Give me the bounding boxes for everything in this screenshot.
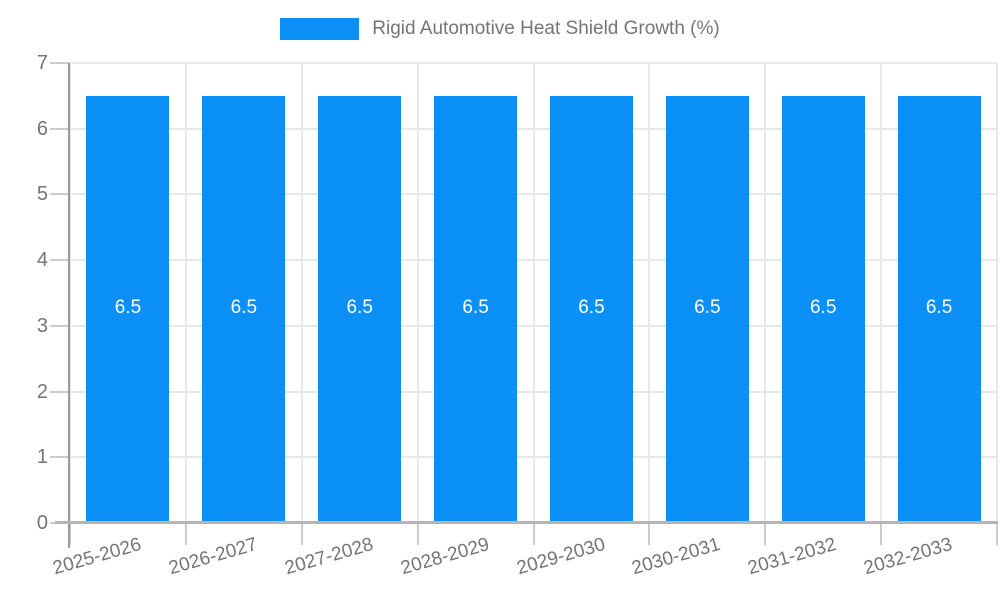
bar[interactable] <box>897 95 981 521</box>
y-axis-tick <box>50 127 70 130</box>
y-axis-tick <box>50 456 70 459</box>
x-axis-tick <box>69 523 71 545</box>
y-axis-tick <box>50 390 70 393</box>
x-tick-label: 2030-2031 <box>629 534 724 580</box>
bar-value-label: 6.5 <box>346 297 373 319</box>
bar[interactable] <box>781 95 865 521</box>
x-tick-label: 2028-2029 <box>398 534 492 580</box>
x-tick-label: 2031-2032 <box>745 534 839 580</box>
x-axis-tick <box>532 523 535 545</box>
y-axis-tick <box>50 62 70 64</box>
gridline-vertical <box>184 63 187 523</box>
y-axis-tick <box>50 324 70 327</box>
legend-label[interactable]: Rigid Automotive Heat Shield Growth (%) <box>372 18 720 39</box>
gridline-vertical <box>416 63 419 523</box>
legend-swatch[interactable] <box>280 18 360 40</box>
bar-value-label: 6.5 <box>694 297 721 319</box>
x-tick-label: 2026-2027 <box>166 534 260 580</box>
y-tick-label: 1 <box>36 446 48 469</box>
bar-value-label: 6.5 <box>809 297 837 319</box>
x-axis-tick <box>764 523 767 545</box>
x-axis-tick <box>416 523 419 545</box>
y-tick-label: 0 <box>36 512 48 534</box>
x-axis-tick <box>300 523 303 545</box>
x-axis-line <box>55 521 998 524</box>
x-tick-label: 2027-2028 <box>282 534 376 580</box>
gridline-vertical <box>532 63 535 523</box>
gridline-vertical <box>648 63 651 523</box>
gridline-vertical <box>764 63 767 523</box>
bar[interactable] <box>665 95 749 521</box>
gridline-vertical <box>69 63 71 523</box>
x-axis-tick <box>648 523 651 545</box>
bar[interactable] <box>318 95 402 521</box>
legend: Rigid Automotive Heat Shield Growth (%) <box>0 18 1000 40</box>
x-tick-label: 2032-2033 <box>861 534 955 580</box>
bar-value-label: 6.5 <box>462 297 489 319</box>
y-tick-label: 7 <box>36 52 48 74</box>
y-tick-label: 3 <box>36 314 48 337</box>
bar[interactable] <box>202 95 286 521</box>
x-axis-tick <box>880 523 883 545</box>
bar-value-label: 6.5 <box>114 297 142 319</box>
y-axis-tick <box>50 193 70 196</box>
x-tick-label: 2025-2026 <box>50 534 144 580</box>
y-tick-label: 4 <box>36 249 48 272</box>
y-tick-label: 2 <box>36 380 48 403</box>
bar[interactable] <box>86 95 170 521</box>
bar-value-label: 6.5 <box>230 297 258 319</box>
x-axis-tick <box>996 523 998 545</box>
bar-value-label: 6.5 <box>925 297 953 319</box>
y-axis-line <box>68 63 70 548</box>
y-tick-label: 5 <box>36 183 48 206</box>
y-tick-label: 6 <box>36 117 48 140</box>
x-tick-label: 2029-2030 <box>514 534 608 580</box>
bar[interactable] <box>434 95 518 521</box>
gridline-vertical <box>880 63 883 523</box>
x-axis-tick <box>184 523 187 545</box>
bar-value-label: 6.5 <box>578 297 605 319</box>
gridline-vertical <box>300 63 303 523</box>
y-axis-tick <box>50 259 70 262</box>
bar[interactable] <box>549 95 633 521</box>
gridline-vertical <box>996 63 998 523</box>
